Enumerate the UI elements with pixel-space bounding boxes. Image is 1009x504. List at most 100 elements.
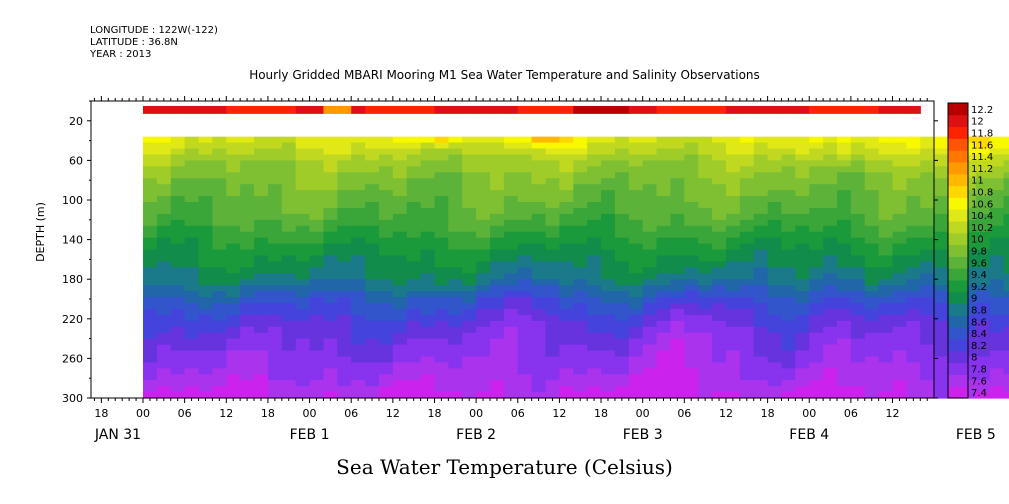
temperature-cell: [725, 225, 741, 233]
temperature-cell: [406, 213, 422, 221]
temperature-cell: [226, 297, 241, 304]
temperature-cell: [850, 279, 866, 286]
temperature-cell: [934, 302, 949, 310]
temperature-cell: [614, 160, 630, 167]
temperature-cell: [476, 207, 491, 215]
temperature-cell: [628, 249, 644, 257]
temperature-cell: [725, 368, 741, 375]
temperature-cell: [1003, 160, 1009, 167]
temperature-cell: [378, 320, 394, 328]
temperature-cell: [226, 302, 241, 310]
temperature-cell: [670, 207, 685, 215]
temperature-cell: [503, 172, 519, 179]
temperature-cell: [351, 332, 366, 340]
temperature-cell: [351, 196, 366, 203]
temperature-cell: [545, 374, 560, 381]
temperature-cell: [795, 160, 810, 167]
temperature-cell: [420, 237, 436, 245]
temperature-cell: [462, 190, 477, 197]
surface-cell: [226, 105, 241, 114]
temperature-cell: [212, 178, 227, 185]
temperature-cell: [490, 279, 505, 286]
temperature-cell: [378, 255, 394, 262]
temperature-cell: [989, 142, 1005, 150]
temperature-cell: [628, 154, 644, 161]
temperature-cell: [850, 392, 866, 399]
temperature-cell: [559, 302, 574, 310]
temperature-cell: [892, 178, 907, 185]
temperature-cell: [989, 154, 1005, 161]
temperature-cell: [309, 279, 325, 286]
temperature-cell: [712, 201, 727, 209]
temperature-cell: [226, 207, 241, 215]
surface-cell: [156, 105, 172, 114]
temperature-cell: [739, 386, 755, 393]
temperature-cell: [878, 320, 894, 328]
temperature-cell: [378, 338, 394, 346]
temperature-cell: [462, 160, 477, 167]
temperature-cell: [448, 243, 463, 251]
temperature-cell: [309, 237, 325, 245]
temperature-cell: [850, 273, 866, 280]
temperature-cell: [406, 225, 422, 233]
temperature-cell: [184, 184, 200, 191]
temperature-cell: [684, 308, 699, 316]
temperature-cell: [365, 326, 380, 334]
temperature-cell: [378, 291, 394, 298]
temperature-cell: [892, 386, 907, 393]
temperature-cell: [878, 386, 894, 393]
temperature-cell: [337, 314, 352, 322]
temperature-cell: [656, 219, 672, 227]
temperature-cell: [490, 184, 505, 191]
temperature-cell: [545, 231, 560, 239]
temperature-cell: [170, 142, 186, 150]
temperature-cell: [614, 344, 630, 352]
temperature-cell: [878, 219, 894, 227]
temperature-cell: [684, 302, 699, 310]
surface-cell: [212, 105, 227, 114]
temperature-cell: [628, 308, 644, 316]
temperature-cell: [795, 314, 810, 322]
temperature-cell: [462, 219, 477, 227]
surface-cell: [892, 105, 907, 114]
temperature-cell: [809, 213, 824, 221]
temperature-cell: [420, 356, 436, 363]
temperature-cell: [656, 166, 672, 173]
temperature-cell: [642, 314, 658, 322]
temperature-cell: [934, 297, 949, 304]
temperature-cell: [212, 350, 227, 358]
temperature-cell: [725, 255, 741, 262]
temperature-cell: [378, 237, 394, 245]
temperature-cell: [823, 136, 838, 144]
temperature-cell: [545, 213, 560, 221]
temperature-cell: [226, 136, 241, 144]
temperature-cell: [392, 302, 408, 310]
temperature-cell: [614, 362, 630, 369]
temperature-cell: [837, 213, 852, 221]
temperature-cell: [670, 201, 685, 209]
temperature-cell: [712, 231, 727, 239]
temperature-cell: [587, 243, 602, 251]
temperature-cell: [337, 172, 352, 179]
temperature-cell: [864, 196, 880, 203]
temperature-cell: [795, 184, 810, 191]
temperature-cell: [434, 142, 449, 150]
temperature-cell: [601, 184, 616, 191]
temperature-cell: [698, 154, 713, 161]
temperature-cell: [989, 178, 1005, 185]
temperature-cell: [781, 273, 796, 280]
temperature-cell: [656, 148, 672, 156]
temperature-cell: [337, 237, 352, 245]
temperature-cell: [226, 386, 241, 393]
surface-cell: [184, 105, 200, 114]
temperature-cell: [920, 166, 935, 173]
temperature-cell: [642, 392, 658, 399]
temperature-cell: [961, 291, 977, 298]
temperature-cell: [254, 374, 269, 381]
temperature-cell: [212, 148, 227, 156]
temperature-cell: [725, 213, 741, 221]
temperature-cell: [767, 380, 783, 387]
temperature-cell: [559, 243, 574, 251]
temperature-cell: [281, 231, 297, 239]
temperature-cell: [878, 243, 894, 251]
